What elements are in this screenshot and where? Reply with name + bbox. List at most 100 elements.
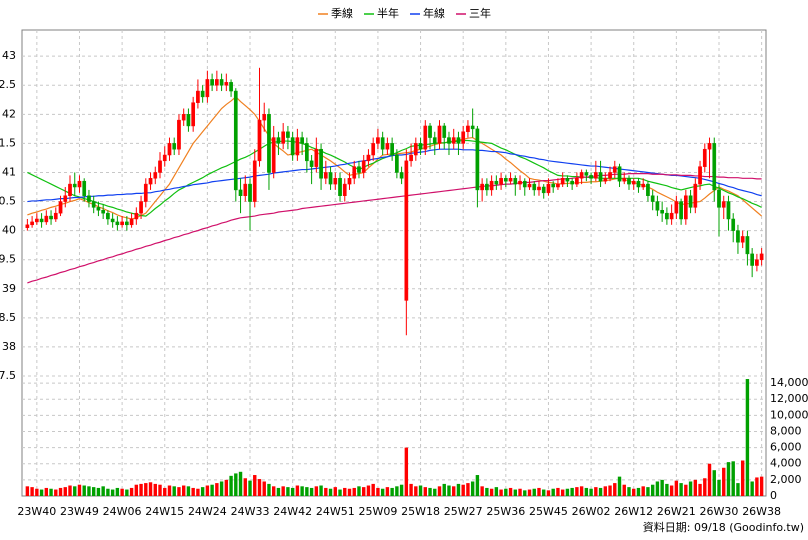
- volume-bar: [717, 479, 721, 496]
- candle-body: [143, 183, 148, 202]
- y-tick-label: 39: [2, 282, 16, 295]
- candle-body: [470, 125, 475, 130]
- candle-body: [698, 166, 702, 185]
- volume-bar: [385, 487, 390, 496]
- candle-body: [399, 172, 404, 179]
- volume-bar: [480, 486, 484, 496]
- candle-body: [707, 143, 712, 150]
- volume-bar: [262, 481, 266, 496]
- volume-bar: [537, 487, 541, 496]
- volume-bar: [73, 486, 77, 496]
- candle-body: [186, 114, 191, 127]
- candle-body: [721, 201, 726, 208]
- candle-body: [167, 143, 172, 156]
- candle-body: [617, 166, 622, 182]
- candle-body: [646, 183, 650, 196]
- volume-bar: [508, 487, 513, 496]
- candle-body: [281, 131, 286, 144]
- volume-bar: [210, 484, 214, 496]
- volume-bar: [693, 479, 698, 496]
- candle-body: [39, 218, 44, 223]
- volume-bar: [177, 487, 181, 496]
- volume-bar: [319, 485, 323, 496]
- candle-body: [759, 253, 764, 260]
- y-tick-label: 42: [2, 107, 16, 120]
- candle-body: [518, 180, 522, 185]
- volume-bar: [565, 488, 570, 496]
- volume-bar: [679, 483, 683, 496]
- volume-bar: [688, 481, 693, 496]
- candle-body: [219, 79, 224, 86]
- volume-bar: [646, 487, 650, 496]
- y-tick-label: 42.5: [0, 78, 16, 91]
- volume-bar: [428, 487, 432, 496]
- candle-body: [58, 201, 63, 214]
- y-tick-label: 38: [2, 340, 16, 353]
- candle-body: [243, 183, 248, 196]
- volume-bar: [698, 483, 702, 496]
- volume-bar: [309, 487, 314, 496]
- volume-bar: [68, 485, 72, 496]
- volume-bar: [224, 479, 229, 496]
- ma-line: [27, 139, 762, 217]
- candle-body: [205, 79, 210, 98]
- volume-bar: [740, 460, 745, 496]
- candle-body: [589, 175, 593, 179]
- y-tick-label: 43: [2, 49, 16, 62]
- volume-bar: [125, 489, 129, 496]
- source-note: 資料日期: 09/18 (Goodinfo.tw): [643, 520, 804, 534]
- x-tick-label: 24W15: [145, 505, 184, 518]
- volume-bar: [542, 489, 546, 496]
- candle-body: [451, 137, 456, 144]
- candle-body: [191, 102, 196, 127]
- volume-bar: [281, 486, 285, 496]
- volume-bar: [295, 485, 300, 496]
- candle-body: [115, 221, 120, 226]
- legend-label: 季線: [331, 6, 353, 20]
- candle-body: [172, 143, 177, 150]
- candle-body: [63, 195, 68, 202]
- x-tick-label: 26W02: [572, 505, 611, 518]
- candle-body: [148, 178, 153, 185]
- candle-body: [669, 212, 674, 220]
- volume-bar: [390, 487, 394, 496]
- candle-body: [650, 195, 655, 202]
- candle-body: [522, 180, 527, 188]
- volume-bar: [63, 487, 67, 496]
- candle-body: [736, 230, 740, 243]
- volume-bar: [399, 484, 404, 496]
- volume-bar: [87, 486, 91, 496]
- candle-body: [233, 90, 238, 191]
- volume-bar: [532, 488, 536, 496]
- volume-bar: [257, 479, 262, 496]
- volume-bar: [376, 487, 380, 496]
- x-tick-label: 24W51: [316, 505, 355, 518]
- candle-body: [357, 166, 361, 173]
- volume-bar: [167, 485, 172, 496]
- candle-body: [267, 114, 271, 173]
- volume-bar: [447, 485, 451, 496]
- candle-body: [726, 201, 731, 220]
- ma-line: [27, 173, 762, 284]
- volume-bar: [442, 483, 446, 496]
- volume-bar: [120, 488, 124, 496]
- candle-body: [347, 178, 352, 185]
- volume-bar: [674, 480, 679, 496]
- volume-bar: [452, 486, 456, 496]
- candle-body: [295, 137, 300, 156]
- volume-bar: [437, 486, 442, 496]
- volume-bar: [499, 489, 503, 496]
- candle-body: [755, 259, 759, 266]
- volume-bar: [139, 483, 143, 496]
- volume-bar: [433, 488, 437, 496]
- x-tick-label: 23W49: [60, 505, 99, 518]
- volume-bar: [347, 488, 352, 496]
- volume-bar: [684, 484, 688, 496]
- volume-bar: [726, 462, 731, 496]
- candle-body: [276, 137, 281, 144]
- volume-bar: [470, 481, 475, 496]
- volume-bar: [703, 478, 707, 496]
- volume-bar: [641, 486, 645, 496]
- volume-bar: [570, 487, 574, 496]
- candle-body: [44, 215, 49, 223]
